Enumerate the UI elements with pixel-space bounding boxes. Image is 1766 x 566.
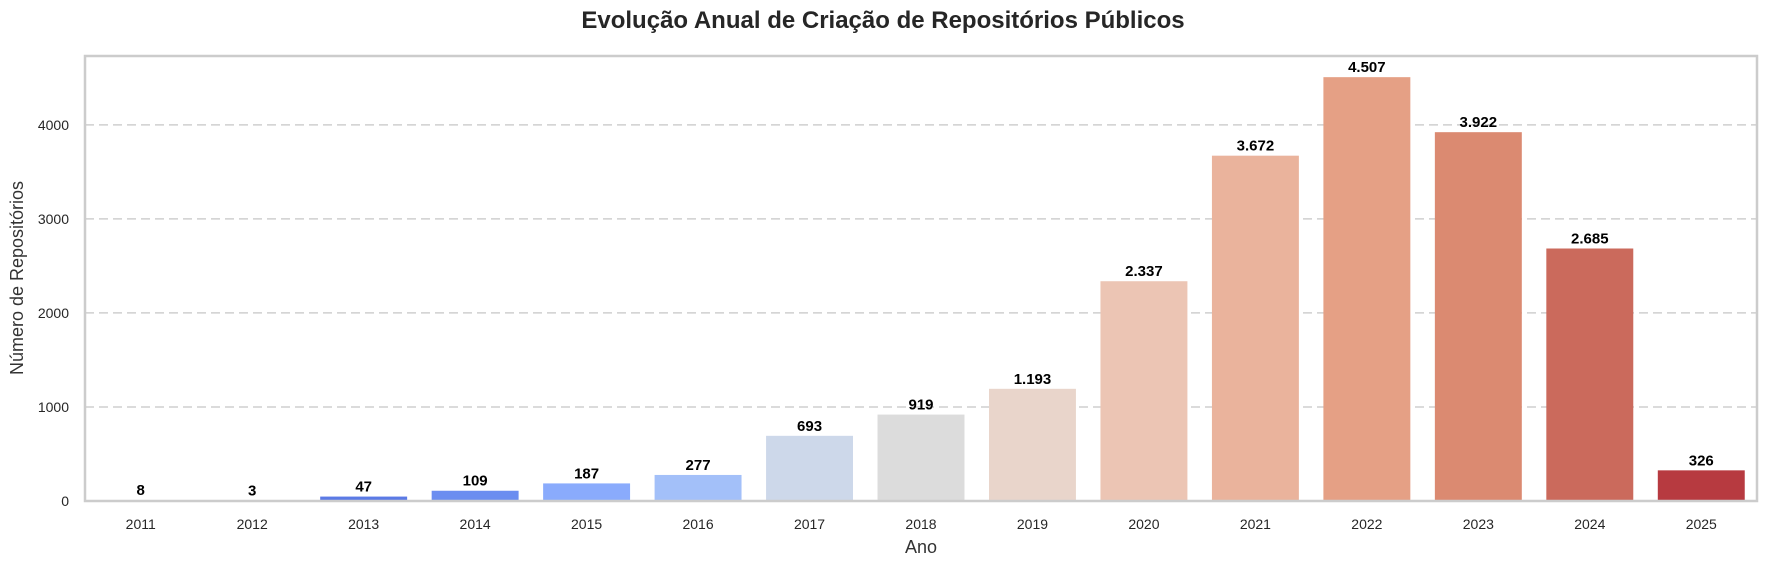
bar [654, 474, 742, 501]
bar [320, 496, 408, 501]
bar [1211, 155, 1299, 501]
y-tick-label: 1000 [38, 399, 69, 415]
bar [1546, 248, 1634, 501]
y-tick-label: 0 [61, 493, 69, 509]
bar-value-label: 919 [908, 397, 933, 414]
plot-frame [83, 54, 1759, 503]
y-tick-label: 2000 [38, 305, 69, 321]
x-tick-label: 2016 [682, 516, 713, 532]
bar [1100, 281, 1188, 501]
bar [766, 435, 854, 501]
bar-value-label: 8 [137, 482, 145, 499]
x-tick-label: 2014 [460, 516, 491, 532]
bar [877, 414, 965, 501]
bar-value-label: 277 [686, 457, 711, 474]
x-tick-label: 2019 [1017, 516, 1048, 532]
bar-value-label: 4.507 [1348, 59, 1386, 76]
bar [1323, 77, 1411, 502]
bar [431, 490, 519, 501]
x-tick-label: 2015 [571, 516, 602, 532]
x-axis-label: Ano [905, 537, 937, 557]
bar [988, 388, 1076, 501]
bar-value-label: 3 [248, 483, 256, 500]
bar-value-label: 693 [797, 418, 822, 435]
x-tick-label: 2024 [1574, 516, 1605, 532]
x-tick-label: 2011 [126, 516, 156, 532]
bar-value-label: 1.193 [1014, 371, 1052, 388]
bar-value-label: 3.672 [1237, 138, 1275, 155]
x-tick-label: 2018 [905, 516, 936, 532]
y-axis-ticks: 0 1000 2000 3000 4000 [38, 117, 69, 509]
bar-value-label: 109 [463, 473, 488, 490]
x-tick-label: 2022 [1351, 516, 1382, 532]
x-tick-label: 2025 [1686, 516, 1717, 532]
x-tick-label: 2017 [794, 516, 825, 532]
x-tick-label: 2020 [1128, 516, 1159, 532]
x-tick-label: 2021 [1240, 516, 1271, 532]
bar [543, 483, 631, 501]
x-tick-label: 2012 [237, 516, 268, 532]
y-axis-label: Número de Repositórios [7, 181, 27, 375]
bar-value-label: 2.685 [1571, 231, 1609, 248]
chart-title: Evolução Anual de Criação de Repositório… [581, 7, 1184, 34]
y-tick-label: 3000 [38, 211, 69, 227]
x-tick-label: 2013 [348, 516, 379, 532]
bar-value-label: 47 [355, 479, 372, 496]
bars [97, 77, 1745, 502]
bar-value-label: 3.922 [1460, 114, 1498, 131]
x-tick-label: 2023 [1463, 516, 1494, 532]
x-axis-ticks: 2011 2012 2013 2014 2015 2016 2017 2018 2019 2020… [126, 516, 1717, 532]
bar-value-label: 2.337 [1125, 263, 1163, 280]
y-tick-label: 4000 [38, 117, 69, 133]
bar-value-label: 187 [574, 465, 599, 482]
bar [1657, 470, 1745, 501]
data-labels: 8 3 47 109 187 277 693 919 1.193 2.337 3.672 4.507 3… [137, 59, 1714, 500]
bar [1434, 132, 1522, 502]
bar-value-label: 326 [1689, 452, 1714, 469]
